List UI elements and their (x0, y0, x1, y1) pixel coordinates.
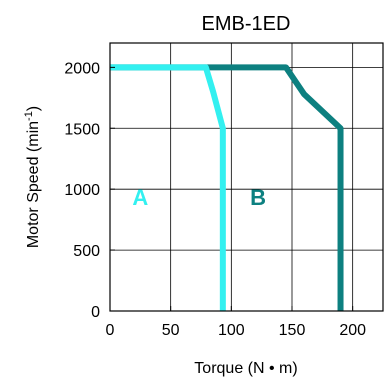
x-tick-label: 100 (218, 322, 245, 339)
x-tick-label: 0 (106, 322, 115, 339)
y-tick-label: 500 (73, 243, 100, 260)
x-tick-label: 50 (162, 322, 180, 339)
grid-layer (110, 43, 383, 311)
series-line-a (110, 64, 226, 311)
y-tick-label: 0 (91, 304, 100, 321)
plot-frame (109, 42, 384, 312)
region-label-b: B (250, 185, 266, 210)
y-tick-label: 1000 (64, 182, 100, 199)
y-axis-label: Motor Speed (min-1) (23, 106, 42, 248)
x-tick-label: 200 (339, 322, 366, 339)
y-axis-label-close: ) (25, 106, 42, 111)
region-label-a: A (132, 185, 148, 210)
y-tick-label: 1500 (64, 121, 100, 138)
x-axis-label: Torque (N • m) (194, 360, 297, 377)
y-tick-label: 2000 (64, 60, 100, 77)
series-layer (110, 64, 344, 311)
y-axis-label-main: Motor Speed (min (25, 121, 42, 248)
chart-title: EMB-1ED (202, 13, 291, 35)
x-tick-label: 150 (279, 322, 306, 339)
y-axis-label-superscript: -1 (23, 111, 35, 121)
